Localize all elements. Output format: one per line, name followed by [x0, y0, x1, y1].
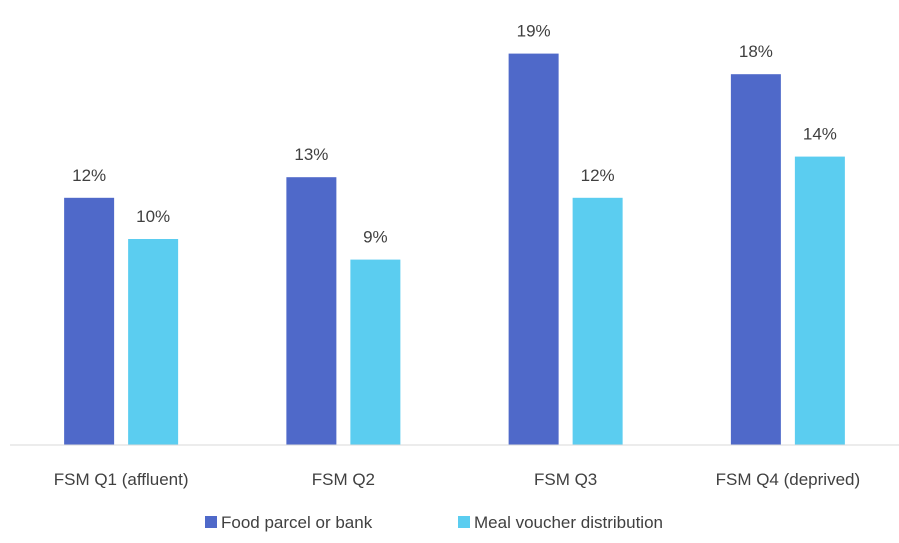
bar-meal-voucher-4	[794, 156, 845, 445]
legend-swatch	[458, 516, 470, 528]
x-tick-label: FSM Q1 (affluent)	[54, 470, 189, 489]
bars-layer	[64, 53, 845, 445]
legend-item-meal-voucher: Meal voucher distribution	[458, 513, 663, 532]
legend-swatch	[205, 516, 217, 528]
data-label: 14%	[803, 125, 837, 144]
legend: Food parcel or bank Meal voucher distribu…	[205, 513, 663, 532]
data-label: 9%	[363, 228, 388, 247]
legend-label: Meal voucher distribution	[474, 513, 663, 532]
x-tick-label: FSM Q4 (deprived)	[716, 470, 861, 489]
data-label: 18%	[739, 42, 773, 61]
bar-food-parcel-2	[286, 177, 337, 445]
bar-meal-voucher-2	[350, 259, 401, 445]
legend-item-food-parcel: Food parcel or bank	[205, 513, 373, 532]
legend-label: Food parcel or bank	[221, 513, 373, 532]
data-label: 19%	[517, 22, 551, 41]
data-label: 13%	[294, 145, 328, 164]
x-tick-label: FSM Q3	[534, 470, 597, 489]
bar-food-parcel-1	[64, 197, 115, 445]
data-label: 12%	[72, 166, 106, 185]
data-label: 10%	[136, 207, 170, 226]
bar-food-parcel-4	[730, 74, 781, 445]
bar-food-parcel-3	[508, 53, 559, 445]
bar-meal-voucher-3	[572, 197, 623, 445]
x-tick-labels: FSM Q1 (affluent) FSM Q2 FSM Q3 FSM Q4 (dep…	[54, 470, 860, 489]
x-tick-label: FSM Q2	[312, 470, 375, 489]
data-label: 12%	[581, 166, 615, 185]
bar-meal-voucher-1	[128, 239, 179, 445]
data-labels-layer: 12% 10% 13% 9% 19% 12% 18% 14%	[72, 22, 837, 247]
